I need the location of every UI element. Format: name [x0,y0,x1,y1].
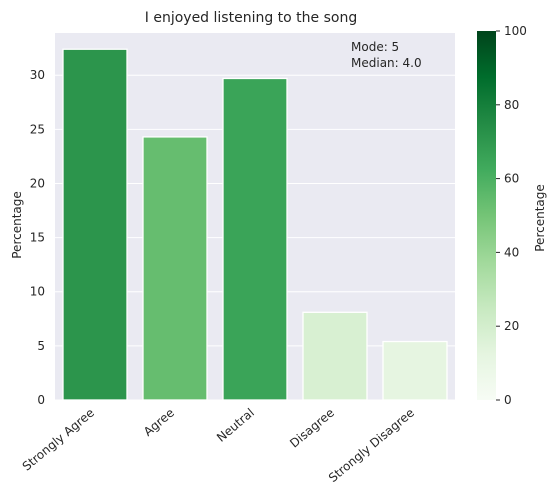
colorbar-tick-label: 80 [504,98,519,112]
colorbar-ticks: 0 20 40 60 80 100 [496,24,527,407]
x-tick-label: Neutral [214,406,257,445]
median-annotation: Median: 4.0 [351,56,422,70]
y-axis-ticks: 0 5 10 15 20 25 30 [30,68,45,407]
bar [142,136,208,401]
mode-annotation: Mode: 5 [351,40,399,54]
y-tick-label: 20 [30,176,45,190]
bars [62,48,448,401]
colorbar-label: Percentage [533,184,547,252]
bar [62,48,128,401]
chart-title: I enjoyed listening to the song [145,10,357,26]
y-tick-label: 0 [37,393,45,407]
x-axis-ticks: Strongly Agree Agree Neutral DisagreeStrong… [20,406,417,486]
colorbar-tick-label: 100 [504,24,527,38]
colorbar-tick-label: 0 [504,393,512,407]
colorbar-tick-label: 40 [504,245,519,259]
colorbar-tick-label: 20 [504,319,519,333]
y-tick-label: 15 [30,231,45,245]
x-tick-label: Agree [141,406,177,439]
colorbar-tick-label: 60 [504,172,519,186]
bar [222,77,288,401]
bar [382,340,448,401]
y-axis-label: Percentage [10,191,24,259]
bar [302,311,368,401]
y-tick-label: 10 [30,285,45,299]
y-tick-label: 5 [37,339,45,353]
x-tick-label: Strongly Agree [20,406,97,474]
x-tick-label: Disagree [287,406,337,451]
y-tick-label: 25 [30,122,45,136]
colorbar [477,31,496,400]
y-tick-label: 30 [30,68,45,82]
x-tick-label: Strongly Disagree [326,406,417,486]
